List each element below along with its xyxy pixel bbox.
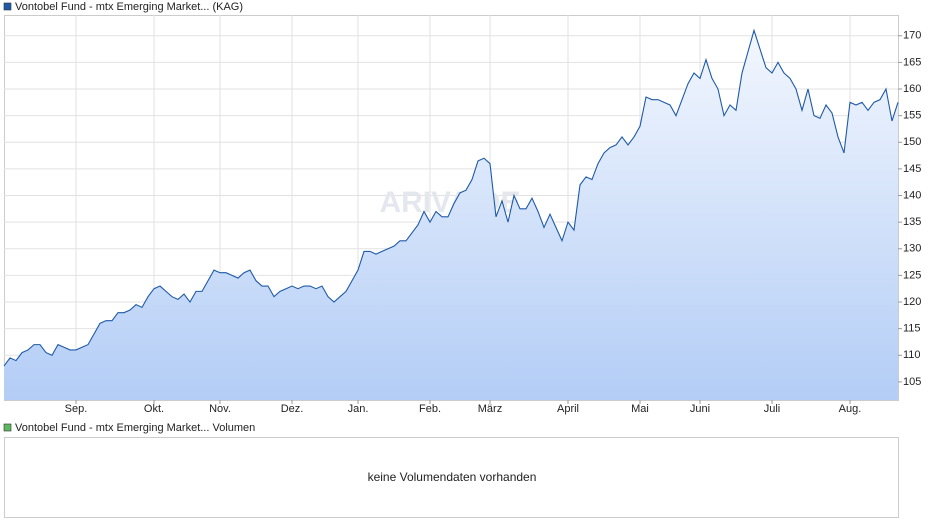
x-tick-label: Dez.	[281, 403, 304, 415]
y-tick-label: 150	[903, 136, 921, 148]
y-tick-label: 120	[903, 296, 921, 308]
x-tick-label: Sep.	[65, 403, 88, 415]
y-tick-label: 125	[903, 269, 921, 281]
y-tick-label: 170	[903, 30, 921, 42]
x-tick-label: Okt.	[144, 403, 164, 415]
area-fill	[4, 30, 898, 400]
y-tick-label: 130	[903, 243, 921, 255]
y-tick-label: 140	[903, 189, 921, 201]
x-tick-label: März	[478, 403, 502, 415]
x-tick-label: April	[557, 403, 579, 415]
x-tick-label: Juni	[690, 403, 710, 415]
legend-label: Vontobel Fund - mtx Emerging Market... V…	[15, 422, 255, 434]
x-tick-label: Nov.	[209, 403, 231, 415]
legend-swatch	[3, 423, 12, 432]
y-tick-label: 165	[903, 56, 921, 68]
x-tick-label: Aug.	[839, 403, 862, 415]
x-tick-label: Jan.	[348, 403, 369, 415]
legend-swatch	[3, 2, 12, 11]
y-tick-label: 155	[903, 110, 921, 122]
y-tick-label: 135	[903, 216, 921, 228]
y-tick-label: 145	[903, 163, 921, 175]
no-data-message: keine Volumendaten vorhanden	[368, 470, 537, 484]
x-tick-label: Feb.	[419, 403, 441, 415]
y-tick-label: 160	[903, 83, 921, 95]
y-tick-label: 105	[903, 376, 921, 388]
price-line	[3, 28, 899, 367]
x-tick-label: Juli	[764, 403, 781, 415]
y-tick-label: 115	[903, 323, 921, 335]
volume-panel	[4, 437, 899, 518]
y-tick-label: 110	[903, 349, 921, 361]
legend-label: Vontobel Fund - mtx Emerging Market... (…	[15, 1, 243, 13]
x-tick-label: Mai	[631, 403, 649, 415]
